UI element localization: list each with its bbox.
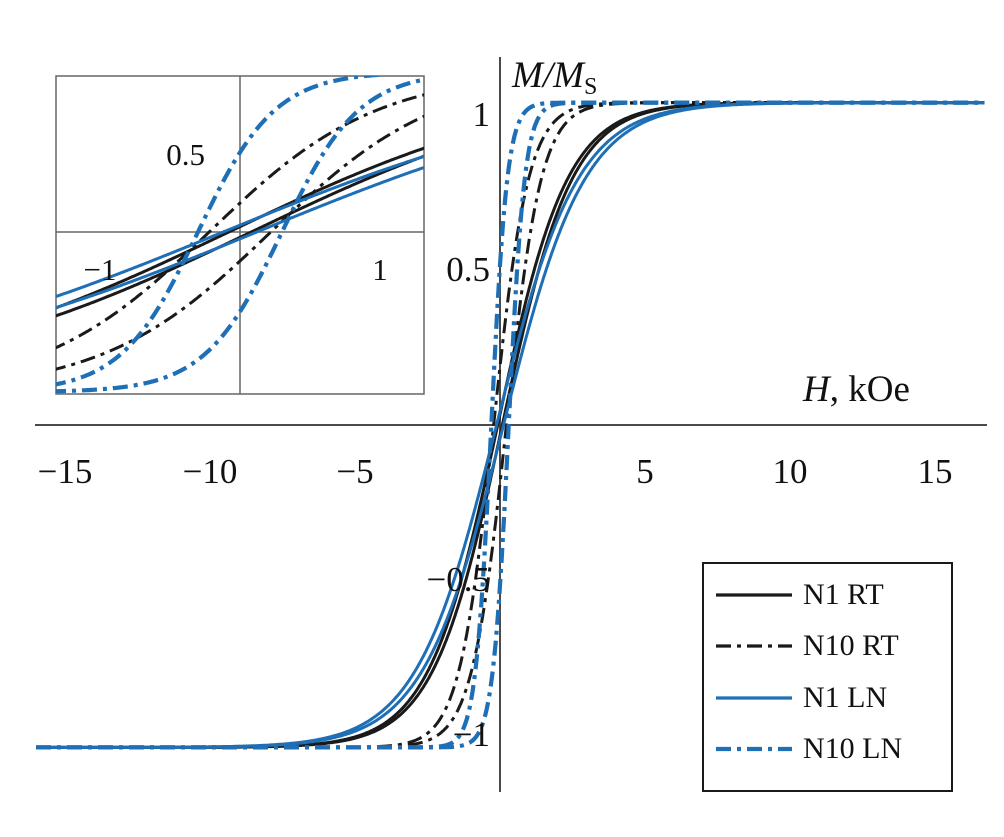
- inset-curve-n10-ln-ascending: [56, 77, 424, 394]
- curve-n10-ln-ascending: [36, 100, 985, 750]
- inset-curve-n1-ln-descending: [56, 154, 424, 299]
- inset-curve-n10-rt-descending: [56, 93, 424, 350]
- inset-curve-n1-ln-ascending: [56, 165, 424, 310]
- inset-curve-n10-ln-descending: [56, 76, 393, 387]
- inset-curves: [56, 76, 424, 394]
- inset-curve-n10-rt-ascending: [56, 114, 424, 371]
- legend-box: [702, 562, 953, 792]
